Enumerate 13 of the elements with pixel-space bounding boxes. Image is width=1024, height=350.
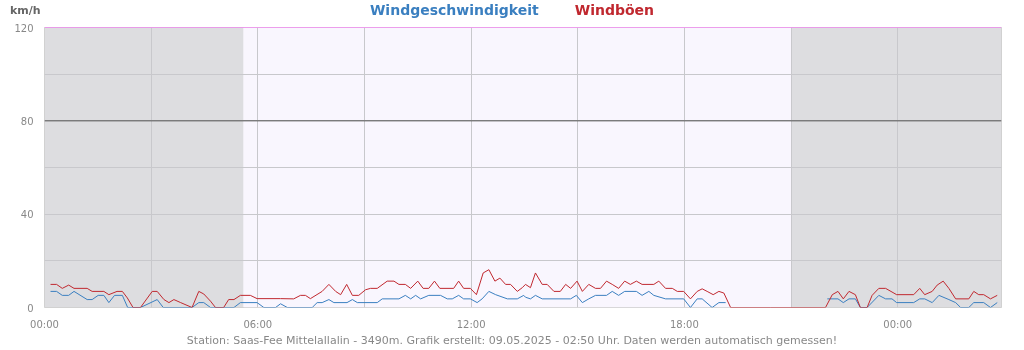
x-tick-label: 18:00	[669, 318, 699, 330]
x-tick-label: 00:00	[883, 318, 913, 330]
y-tick-label: 120	[14, 22, 34, 34]
y-tick-label: 0	[27, 302, 34, 314]
x-tick-label: 06:00	[243, 318, 273, 330]
text: Station: Saas-Fee Mittelallalin - 3490m. Grafik erstellt: 09.05.2025 - 02:50 Uhr. Daten werden automatisch gemessen!	[185, 334, 839, 347]
x-tick-label: 12:00	[456, 318, 486, 330]
text: Windgeschwindigkeit	[369, 2, 539, 18]
text: Windböen	[574, 2, 655, 18]
y-tick-label: 40	[20, 209, 34, 221]
x-tick-label: 00:00	[30, 318, 59, 330]
y-tick-label: 80	[20, 115, 34, 127]
y-axis-title: km/h	[10, 3, 41, 19]
